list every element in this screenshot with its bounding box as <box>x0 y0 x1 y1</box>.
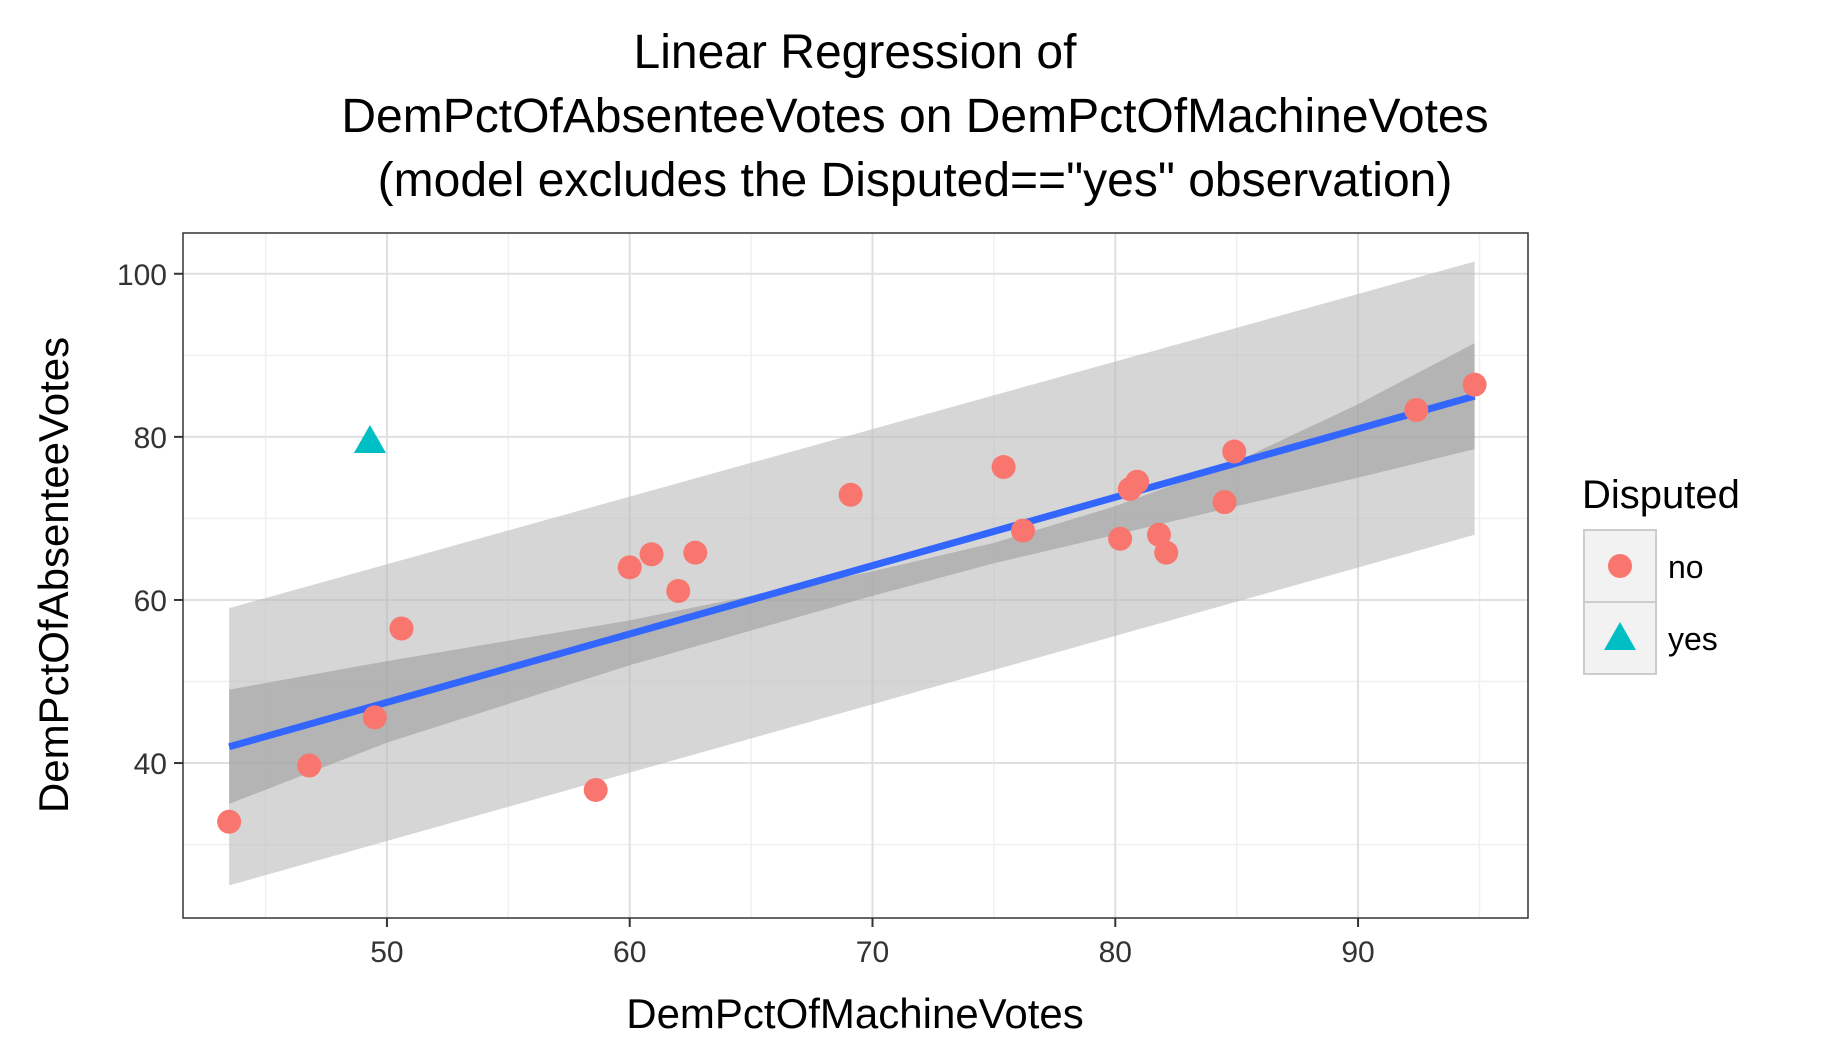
data-point-no <box>1146 522 1171 547</box>
x-tick-label: 80 <box>1099 936 1132 969</box>
data-point-no <box>1154 540 1179 565</box>
x-axis-ticks: 50 60 70 80 90 <box>370 918 1375 969</box>
data-point-no <box>838 482 863 507</box>
y-tick-label: 60 <box>134 585 167 618</box>
data-points <box>217 372 1487 834</box>
title-line-2: DemPctOfAbsenteeVotes on DemPctOfMachine… <box>341 90 1488 143</box>
confidence-band <box>229 343 1475 804</box>
data-point-no <box>362 705 387 730</box>
data-point-no <box>991 455 1016 480</box>
legend: Disputed no yes <box>1582 473 1740 675</box>
title-line-1: Linear Regression of <box>634 26 1078 79</box>
x-tick-label: 70 <box>856 936 889 969</box>
data-point-no <box>1462 372 1487 397</box>
data-point-no <box>683 540 708 565</box>
data-point-no <box>583 777 608 802</box>
data-point-yes <box>353 424 386 453</box>
legend-label-no: no <box>1668 549 1704 585</box>
data-point-no <box>666 578 691 603</box>
y-axis-title: DemPctOfAbsenteeVotes <box>30 337 77 813</box>
legend-key-no-symbol <box>1608 554 1632 578</box>
x-tick-label: 90 <box>1341 936 1374 969</box>
y-tick-label: 80 <box>134 422 167 455</box>
x-tick-label: 50 <box>370 936 403 969</box>
data-point-no <box>1222 439 1247 464</box>
y-axis-ticks: 40 60 80 100 <box>117 259 183 781</box>
x-tick-label: 60 <box>613 936 646 969</box>
x-axis-title: DemPctOfMachineVotes <box>626 990 1084 1037</box>
plot-panel-border <box>182 232 1529 919</box>
data-point-no <box>639 542 664 567</box>
data-point-no <box>1212 490 1237 515</box>
y-tick-label: 40 <box>134 748 167 781</box>
data-point-no <box>1108 526 1133 551</box>
legend-label-yes: yes <box>1668 621 1718 657</box>
data-point-no <box>297 753 322 778</box>
data-point-no <box>1125 469 1150 494</box>
data-point-no <box>217 809 242 834</box>
regression-line <box>228 392 1476 751</box>
data-point-no <box>617 555 642 580</box>
y-tick-label: 100 <box>117 259 167 292</box>
data-point-no <box>1011 518 1036 543</box>
legend-key-yes-symbol <box>1604 622 1636 650</box>
data-point-no <box>389 616 414 641</box>
chart-title: Linear Regression of DemPctOfAbsenteeVot… <box>341 26 1488 207</box>
legend-title: Disputed <box>1582 473 1740 517</box>
title-line-3: (model excludes the Disputed=="yes" obse… <box>378 154 1453 207</box>
data-point-no <box>1404 397 1429 422</box>
